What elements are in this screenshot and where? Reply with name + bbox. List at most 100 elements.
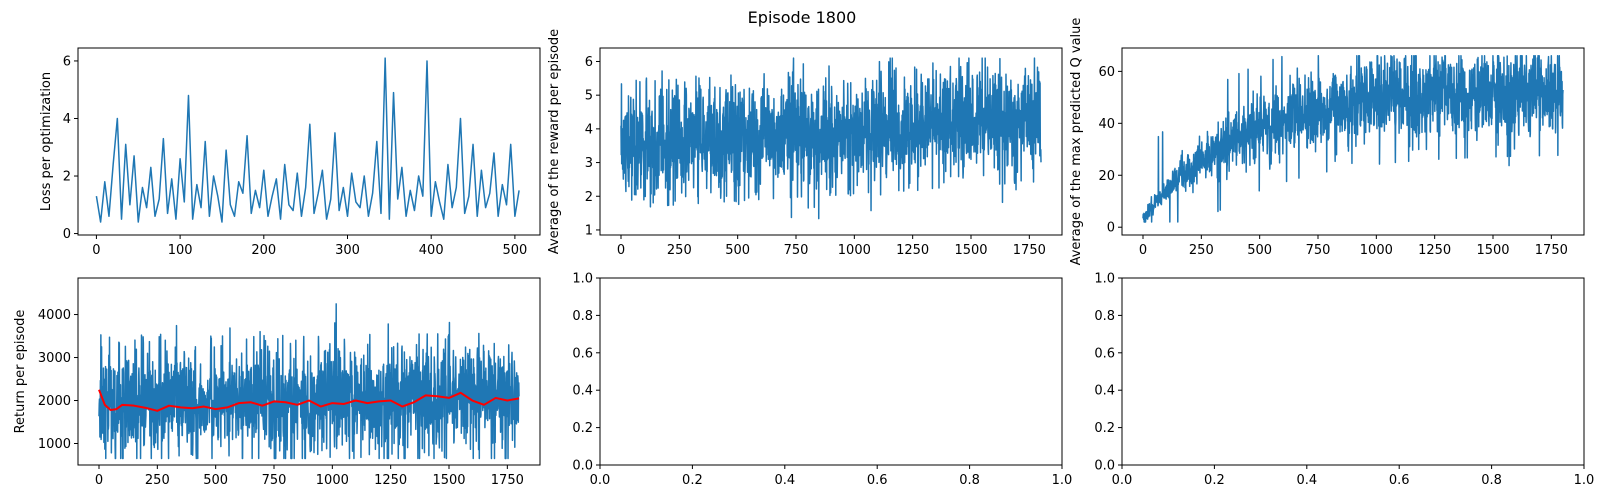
axes-frame — [77, 47, 541, 236]
x-tick-label: 0.2 — [682, 473, 703, 488]
x-tick-label: 1000 — [838, 243, 871, 258]
y-axis-label: Average of the reward per episode — [547, 29, 562, 254]
x-tick-label: 1750 — [491, 473, 524, 488]
x-tick-label: 1250 — [896, 243, 929, 258]
axes-frame — [599, 277, 1063, 466]
x-tick-label: 1500 — [1476, 243, 1509, 258]
x-tick-label: 0.2 — [1204, 473, 1225, 488]
x-tick-label: 400 — [419, 243, 444, 258]
x-tick-label: 500 — [1247, 243, 1272, 258]
x-tick-label: 0.6 — [1389, 473, 1410, 488]
y-tick-label: 20 — [1098, 169, 1115, 184]
x-tick-label: 750 — [262, 473, 287, 488]
y-tick-label: 0 — [1107, 221, 1115, 236]
x-tick-label: 300 — [335, 243, 360, 258]
x-tick-label: 100 — [168, 243, 193, 258]
y-axis-label: Average of the max predicted Q value — [1069, 18, 1084, 266]
y-tick-label: 40 — [1098, 117, 1115, 132]
x-tick-label: 1000 — [1360, 243, 1393, 258]
x-tick-label: 0 — [1139, 243, 1147, 258]
y-tick-label: 3000 — [38, 351, 71, 366]
x-tick-label: 1500 — [954, 243, 987, 258]
axes-frame — [1121, 277, 1585, 466]
x-tick-label: 1500 — [432, 473, 465, 488]
x-tick-label: 250 — [667, 243, 692, 258]
y-tick-label: 0.6 — [572, 346, 593, 361]
y-tick-label: 0.8 — [572, 309, 593, 324]
subplot-empty-1: 0.0 0.2 0.4 0.6 0.8 1.0 0.0 0.2 0.4 0.6 0.8 1.0 — [572, 272, 1072, 489]
series-line — [98, 303, 520, 460]
x-tick-label: 0.4 — [774, 473, 795, 488]
y-axis-label: Return per episode — [13, 310, 28, 434]
series-group — [620, 57, 1042, 220]
y-tick-label: 60 — [1098, 65, 1115, 80]
axes-frame — [1121, 47, 1585, 236]
series-line — [95, 57, 520, 223]
x-tick-label: 0 — [95, 473, 103, 488]
y-tick-label: 3 — [585, 156, 593, 171]
x-tick-label: 1000 — [316, 473, 349, 488]
figure-title: Episode 1800 — [748, 8, 857, 27]
subplot-avg-reward: 0 250 500 750 1000 1250 1500 1750 1 2 3 4 5 6 Average … — [547, 29, 1063, 258]
x-tick-label: 1750 — [1535, 243, 1568, 258]
y-tick-label: 2 — [585, 190, 593, 205]
subplot-return: 0 250 500 750 1000 1250 1500 1750 1000 2000 3000 40… — [13, 277, 541, 488]
y-tick-label: 0 — [63, 227, 71, 242]
axes-frame — [77, 277, 541, 466]
x-tick-label: 0 — [92, 243, 100, 258]
subplot-loss: 0 100 200 300 400 500 0 2 4 6 Loss per optimizatio… — [39, 47, 541, 258]
y-tick-label: 1 — [585, 223, 593, 238]
x-tick-label: 750 — [1306, 243, 1331, 258]
moving-average-line — [98, 389, 520, 412]
y-tick-label: 0.0 — [1094, 459, 1115, 474]
x-tick-label: 0 — [617, 243, 625, 258]
y-tick-label: 6 — [63, 54, 71, 69]
x-tick-label: 1250 — [374, 473, 407, 488]
y-tick-label: 4 — [63, 112, 71, 127]
y-tick-label: 0.8 — [1094, 309, 1115, 324]
y-tick-label: 2 — [63, 170, 71, 185]
subplot-empty-2: 0.0 0.2 0.4 0.6 0.8 1.0 0.0 0.2 0.4 0.6 0.8 1.0 — [1094, 272, 1594, 489]
x-tick-label: 750 — [784, 243, 809, 258]
y-tick-label: 1.0 — [572, 272, 593, 287]
axes-frame — [599, 47, 1063, 236]
x-tick-label: 0.8 — [959, 473, 980, 488]
y-tick-label: 1000 — [38, 437, 71, 452]
series-group — [98, 303, 520, 460]
x-tick-label: 200 — [251, 243, 276, 258]
y-tick-label: 0.4 — [572, 384, 593, 399]
x-tick-label: 0.8 — [1481, 473, 1502, 488]
y-tick-label: 0.6 — [1094, 346, 1115, 361]
y-tick-label: 4000 — [38, 308, 71, 323]
x-tick-label: 250 — [145, 473, 170, 488]
x-tick-label: 500 — [725, 243, 750, 258]
x-tick-label: 500 — [203, 473, 228, 488]
subplot-max-q: 0 250 500 750 1000 1250 1500 1750 0 20 40 60 Average… — [1069, 18, 1585, 266]
series-group — [1142, 55, 1564, 223]
y-tick-label: 0.2 — [572, 421, 593, 436]
x-tick-label: 500 — [502, 243, 527, 258]
y-tick-label: 0.0 — [572, 459, 593, 474]
y-axis-label: Loss per optimization — [39, 72, 54, 211]
x-tick-label: 0.0 — [590, 473, 611, 488]
y-tick-label: 1.0 — [1094, 272, 1115, 287]
x-tick-label: 1.0 — [1052, 473, 1073, 488]
y-tick-label: 6 — [585, 55, 593, 70]
series-line — [1142, 55, 1564, 223]
x-tick-label: 1750 — [1013, 243, 1046, 258]
x-tick-label: 1.0 — [1574, 473, 1595, 488]
y-tick-label: 0.2 — [1094, 421, 1115, 436]
y-tick-label: 5 — [585, 89, 593, 104]
y-tick-label: 0.4 — [1094, 384, 1115, 399]
y-tick-label: 2000 — [38, 394, 71, 409]
x-tick-label: 250 — [1189, 243, 1214, 258]
x-tick-label: 0.6 — [867, 473, 888, 488]
x-tick-label: 0.4 — [1296, 473, 1317, 488]
x-tick-label: 1250 — [1418, 243, 1451, 258]
series-group — [95, 57, 520, 223]
series-line — [620, 57, 1042, 220]
x-tick-label: 0.0 — [1112, 473, 1133, 488]
y-tick-label: 4 — [585, 122, 593, 137]
